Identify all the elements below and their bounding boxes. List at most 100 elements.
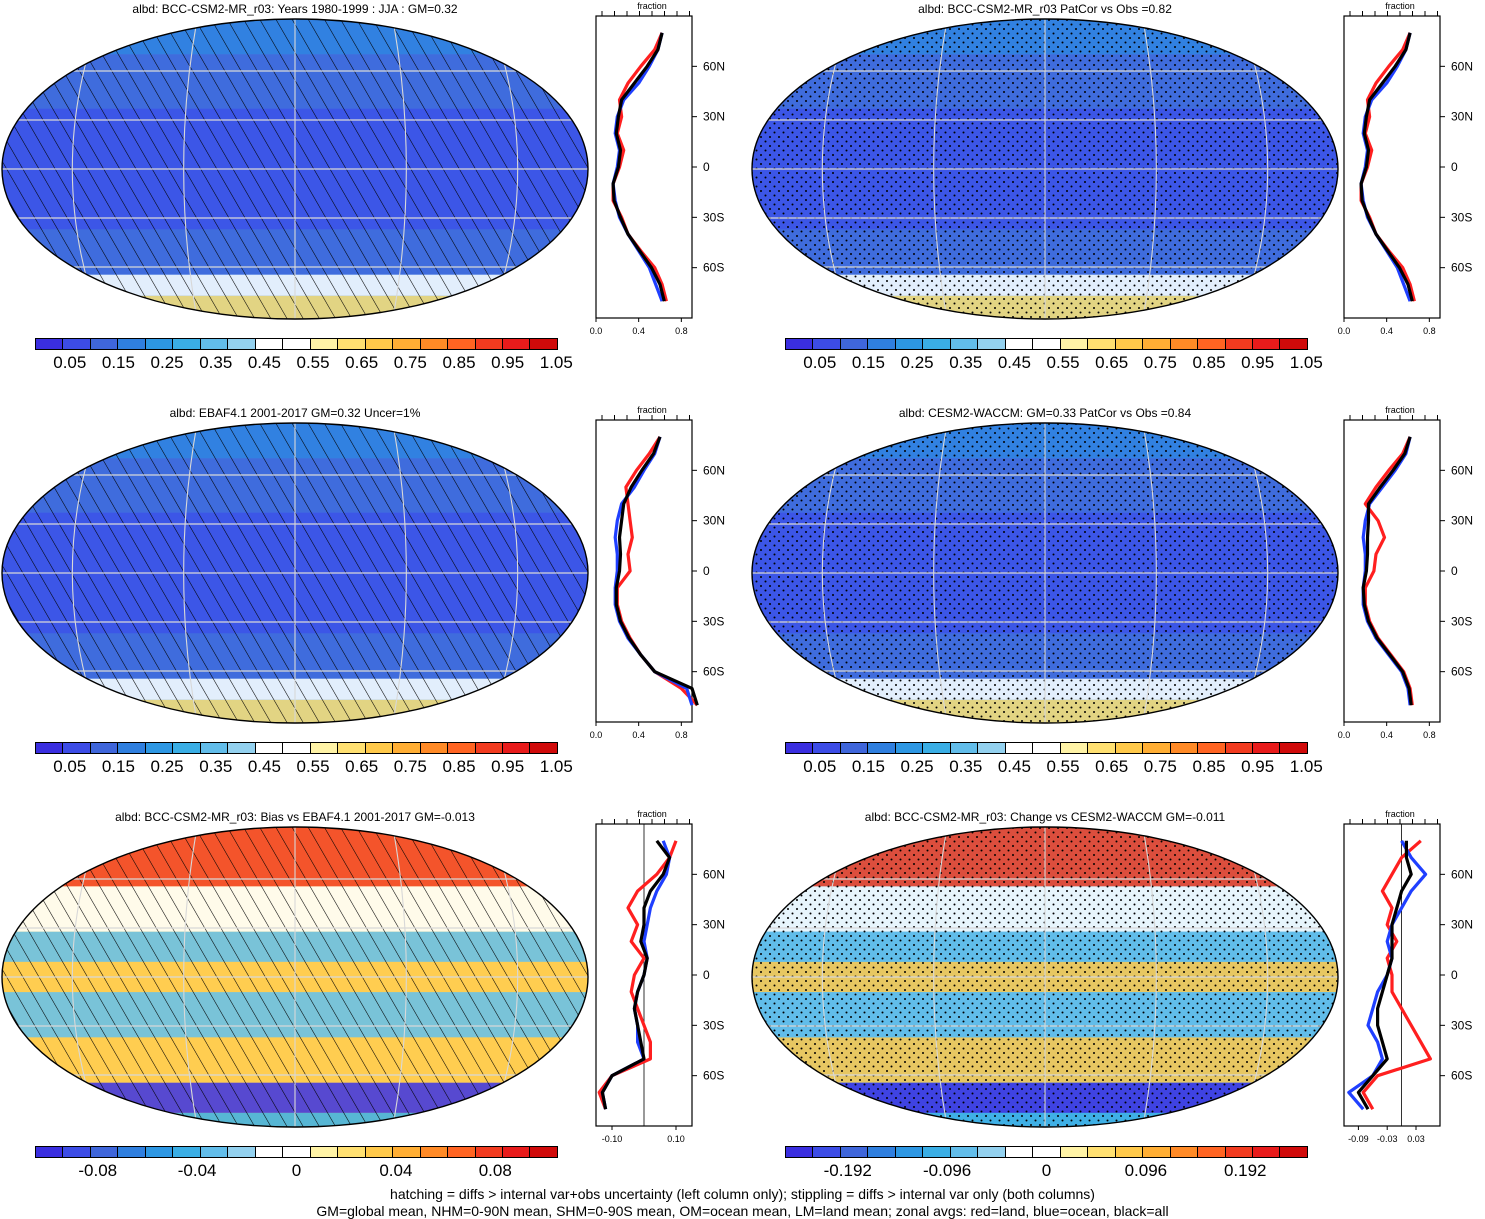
colorbar-tick-label: 0.05 <box>803 757 837 776</box>
colorbar-swatch <box>1225 1147 1253 1157</box>
colorbar-tick-label: 0.75 <box>393 353 427 372</box>
colorbar-swatch <box>978 1147 1006 1157</box>
map-title: albd: EBAF4.1 2001-2017 GM=0.32 Uncer=1% <box>169 406 421 420</box>
map-title: albd: BCC-CSM2-MR_r03: Bias vs EBAF4.1 2… <box>115 810 475 824</box>
x-tick-label: 0.03 <box>1407 1134 1425 1144</box>
colorbar-swatch <box>502 743 531 753</box>
colorbar-tick-label: 0 <box>1041 1161 1052 1180</box>
x-tick-label: 0.4 <box>632 730 645 740</box>
x-tick-label: 0.8 <box>675 326 688 336</box>
colorbar-swatch <box>173 743 201 753</box>
map-title: albd: CESM2-WACCM: GM=0.33 PatCor vs Obs… <box>898 406 1192 420</box>
colorbar-tick-label: 0.05 <box>53 757 87 776</box>
footer-note-legend: GM=global mean, NHM=0-90N mean, SHM=0-90… <box>316 1203 1169 1219</box>
lat-tick-label: 30S <box>1451 614 1472 628</box>
x-tick-label: 0.8 <box>1423 326 1436 336</box>
colorbar-tick-label: 0.096 <box>1124 1161 1168 1180</box>
colorbar-swatch <box>118 339 146 349</box>
colorbar-swatch <box>475 339 503 349</box>
robinson-map <box>751 826 1339 1128</box>
colorbar-tick-label: 0.95 <box>491 757 525 776</box>
lat-tick-label: 30S <box>703 614 724 628</box>
land-zonal-line <box>1361 839 1433 1110</box>
colorbar-swatch <box>393 339 421 349</box>
colorbar-tick-label: 0.08 <box>478 1161 512 1180</box>
colorbar-tick-label: 0.45 <box>247 757 281 776</box>
lat-tick-label: 60S <box>1451 261 1472 275</box>
colorbar-swatch <box>448 743 476 753</box>
colorbar-swatch <box>475 743 503 753</box>
colorbar-tick-label: -0.096 <box>923 1161 972 1180</box>
colorbar-swatch <box>978 339 1006 349</box>
colorbar-swatch <box>63 1147 91 1157</box>
colorbar-swatch <box>1198 743 1226 753</box>
zonal-header: fraction <box>1385 809 1415 819</box>
all-zonal-line <box>614 436 699 706</box>
lat-tick-label: 30N <box>703 514 725 528</box>
x-tick-label: 0.4 <box>1380 730 1393 740</box>
colorbar-swatch <box>1115 339 1144 349</box>
colorbar-tick-label: 0.45 <box>247 353 281 372</box>
colorbar-swatch <box>90 1147 119 1157</box>
colorbar-tick-label: 0.85 <box>442 757 476 776</box>
colorbar <box>35 1146 558 1158</box>
x-tick-label: -0.10 <box>602 1134 623 1144</box>
land-zonal-line <box>1359 32 1416 302</box>
colorbar-swatch <box>420 1147 449 1157</box>
colorbar-tick-label: 0.192 <box>1223 1161 1267 1180</box>
robinson-map <box>1 422 589 724</box>
x-tick-label: 0.0 <box>1338 326 1351 336</box>
colorbar-tick-label: 0.85 <box>1192 353 1226 372</box>
colorbar-swatch <box>1033 1147 1061 1157</box>
colorbar-swatch <box>365 743 394 753</box>
colorbar-swatch <box>228 339 256 349</box>
colorbar-swatch <box>200 743 229 753</box>
lat-tick-label: 60N <box>703 867 725 881</box>
colorbar-swatch <box>895 1147 924 1157</box>
lat-tick-label: 60S <box>1451 1069 1472 1083</box>
lat-tick-label: 60N <box>1451 59 1473 73</box>
colorbar-swatch <box>895 743 924 753</box>
colorbar-swatch <box>393 743 421 753</box>
colorbar-tick-label: 0.35 <box>199 757 233 776</box>
zonal-header: fraction <box>637 1 667 11</box>
colorbar-swatch <box>868 1147 896 1157</box>
lat-tick-label: 0 <box>703 968 710 982</box>
colorbar-tick-label: 0.55 <box>1046 757 1080 776</box>
map-title: albd: BCC-CSM2-MR_r03 PatCor vs Obs =0.8… <box>918 2 1172 16</box>
zonal-average-plot: fraction 60N 30N 0 30S 60S -0.09 -0.03 0.03 <box>1343 809 1473 1144</box>
lat-tick-label: 30S <box>703 210 724 224</box>
lat-tick-label: 60N <box>703 59 725 73</box>
colorbar-swatch <box>1280 1147 1307 1157</box>
map-title: albd: BCC-CSM2-MR_r03: Change vs CESM2-W… <box>864 810 1226 824</box>
colorbar-swatch <box>36 1147 64 1157</box>
colorbar-swatch <box>365 1147 394 1157</box>
colorbar-swatch <box>1088 1147 1116 1157</box>
lat-tick-label: 60N <box>1451 463 1473 477</box>
colorbar-swatch <box>895 339 924 349</box>
lat-tick-label: 60S <box>703 665 724 679</box>
zonal-header: fraction <box>637 405 667 415</box>
colorbar-tick-label: 0.25 <box>900 353 934 372</box>
footer-note-hatching: hatching = diffs > internal var+obs unce… <box>390 1186 1095 1202</box>
colorbar-tick-label: 0.75 <box>1143 353 1177 372</box>
colorbar-swatch <box>1143 1147 1171 1157</box>
colorbar-tick-label: 0.95 <box>1241 353 1275 372</box>
colorbar-swatch <box>310 743 339 753</box>
colorbar-swatch <box>1143 339 1171 349</box>
colorbar-swatch <box>1060 1147 1089 1157</box>
zonal-average-plot: fraction 60N 30N 0 30S 60S 0.0 0.4 0.8 <box>1338 1 1473 336</box>
x-tick-label: 0.8 <box>675 730 688 740</box>
colorbar-swatch <box>978 743 1006 753</box>
colorbar-swatch <box>338 339 366 349</box>
land-zonal-line <box>597 840 678 1110</box>
colorbar-swatch <box>1115 1147 1144 1157</box>
colorbar-tick-label: 0.85 <box>442 353 476 372</box>
lat-tick-label: 30N <box>703 918 725 932</box>
colorbar-tick-label: 0.75 <box>1143 757 1177 776</box>
lat-tick-label: 0 <box>703 564 710 578</box>
zonal-average-plot: fraction 60N 30N 0 30S 60S 0.0 0.4 0.8 <box>590 405 725 740</box>
colorbar-swatch <box>868 339 896 349</box>
colorbar-tick-label: 0.45 <box>997 353 1031 372</box>
x-tick-label: -0.03 <box>1377 1134 1398 1144</box>
